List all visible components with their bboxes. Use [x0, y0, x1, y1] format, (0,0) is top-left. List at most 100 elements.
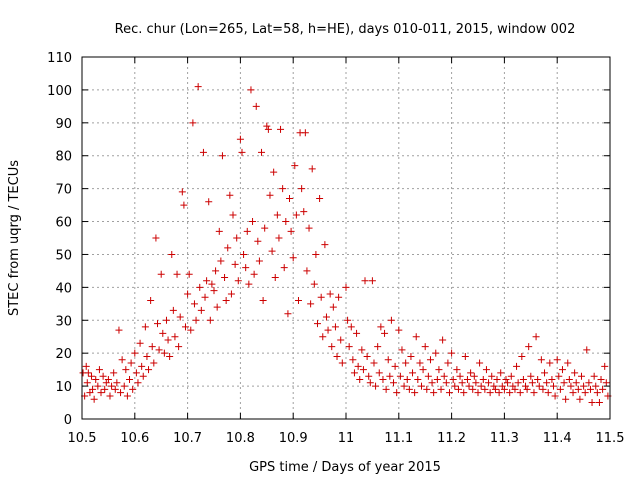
- data-point: [264, 125, 272, 133]
- data-point: [449, 376, 457, 384]
- data-point: [150, 359, 158, 367]
- data-point: [194, 83, 202, 91]
- x-axis-ticks: 10.5 10.6 10.7 10.8 10.9 11 11.1 11.2 11.3 11.4 11…: [68, 57, 625, 446]
- data-point: [506, 389, 514, 397]
- data-point: [123, 392, 131, 400]
- data-point: [231, 260, 239, 268]
- data-point: [595, 399, 603, 407]
- x-tick-label: 10.5: [68, 431, 97, 446]
- data-point: [305, 224, 313, 232]
- data-point: [261, 224, 269, 232]
- data-point: [562, 395, 570, 403]
- data-point: [203, 277, 211, 285]
- data-point: [143, 352, 151, 360]
- data-point: [537, 356, 545, 364]
- data-point: [495, 389, 503, 397]
- y-tick-label: 30: [55, 314, 72, 329]
- x-tick-label: 10.6: [120, 431, 149, 446]
- data-point: [365, 372, 373, 380]
- y-tick-label: 20: [55, 347, 72, 362]
- data-point: [141, 323, 149, 331]
- data-point: [476, 359, 484, 367]
- data-point: [88, 372, 96, 380]
- data-point: [217, 257, 225, 265]
- data-point: [398, 346, 406, 354]
- data-point: [359, 366, 367, 374]
- data-point: [252, 102, 260, 110]
- data-point: [490, 382, 498, 390]
- data-point: [432, 349, 440, 357]
- data-point: [284, 310, 292, 318]
- data-point: [534, 376, 542, 384]
- data-point: [95, 366, 103, 374]
- data-point: [317, 293, 325, 301]
- data-point: [456, 372, 464, 380]
- data-point: [565, 376, 573, 384]
- data-point: [440, 372, 448, 380]
- data-point: [479, 376, 487, 384]
- data-point: [423, 385, 431, 393]
- data-point: [375, 369, 383, 377]
- data-point: [110, 369, 118, 377]
- data-point: [160, 349, 168, 357]
- x-tick-label: 11.5: [596, 431, 625, 446]
- data-point: [550, 382, 558, 390]
- data-point: [168, 250, 176, 258]
- data-point: [273, 211, 281, 219]
- x-tick-label: 11: [338, 431, 355, 446]
- data-point: [199, 148, 207, 156]
- data-point: [370, 359, 378, 367]
- data-point: [210, 287, 218, 295]
- data-point: [131, 349, 139, 357]
- data-point: [322, 313, 330, 321]
- data-point: [157, 270, 165, 278]
- data-point: [328, 343, 336, 351]
- data-point: [335, 293, 343, 301]
- data-point: [353, 329, 361, 337]
- data-point: [586, 385, 594, 393]
- data-point: [439, 336, 447, 344]
- data-point: [287, 227, 295, 235]
- data-point: [569, 389, 577, 397]
- data-point: [572, 379, 580, 387]
- data-point: [485, 379, 493, 387]
- data-point: [166, 352, 174, 360]
- data-point: [268, 247, 276, 255]
- data-point: [514, 379, 522, 387]
- data-point: [196, 283, 204, 291]
- x-tick-label: 10.9: [279, 431, 308, 446]
- data-point: [539, 385, 547, 393]
- data-point: [382, 385, 390, 393]
- y-tick-label: 60: [55, 216, 72, 231]
- x-tick-label: 11.3: [490, 431, 519, 446]
- data-point: [249, 218, 257, 226]
- data-point: [458, 379, 466, 387]
- data-point: [338, 359, 346, 367]
- data-point: [384, 356, 392, 364]
- data-point: [548, 376, 556, 384]
- data-point: [224, 244, 232, 252]
- data-point: [259, 297, 267, 305]
- data-point: [551, 392, 559, 400]
- data-point: [175, 343, 183, 351]
- data-point: [597, 376, 605, 384]
- data-point: [245, 280, 253, 288]
- data-point: [316, 195, 324, 203]
- data-point: [519, 376, 527, 384]
- data-point: [363, 352, 371, 360]
- data-point: [592, 382, 600, 390]
- data-point: [444, 359, 452, 367]
- data-point: [412, 333, 420, 341]
- data-point: [286, 195, 294, 203]
- data-point: [243, 227, 251, 235]
- data-point: [414, 376, 422, 384]
- data-point: [178, 188, 186, 196]
- y-tick-label: 70: [55, 183, 72, 198]
- data-point: [386, 372, 394, 380]
- data-point: [329, 303, 337, 311]
- data-point: [333, 352, 341, 360]
- data-point: [593, 389, 601, 397]
- data-point: [543, 379, 551, 387]
- data-point: [588, 399, 596, 407]
